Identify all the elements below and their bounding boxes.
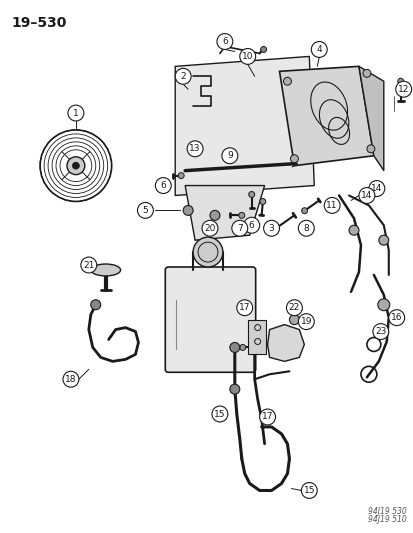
Circle shape <box>362 69 370 77</box>
Polygon shape <box>175 56 313 196</box>
Text: 21: 21 <box>83 261 94 270</box>
Circle shape <box>221 148 237 164</box>
Text: 6: 6 <box>221 37 227 46</box>
Circle shape <box>229 384 239 394</box>
Circle shape <box>366 145 374 153</box>
Circle shape <box>348 225 358 235</box>
Text: 5: 5 <box>142 206 148 215</box>
Circle shape <box>286 300 301 316</box>
Circle shape <box>238 212 244 219</box>
Circle shape <box>248 191 254 197</box>
Circle shape <box>301 208 307 214</box>
Text: 12: 12 <box>397 85 408 94</box>
Circle shape <box>68 105 83 121</box>
Circle shape <box>63 372 78 387</box>
Circle shape <box>216 34 232 50</box>
Text: 11: 11 <box>325 201 337 210</box>
Ellipse shape <box>90 264 120 276</box>
Polygon shape <box>279 66 373 166</box>
Circle shape <box>192 237 222 267</box>
Circle shape <box>243 217 259 233</box>
Circle shape <box>289 314 299 325</box>
Circle shape <box>239 344 245 350</box>
Circle shape <box>209 211 219 220</box>
Text: 20: 20 <box>204 224 215 233</box>
Circle shape <box>72 162 79 169</box>
Circle shape <box>239 49 255 64</box>
Text: 13: 13 <box>189 144 200 154</box>
Text: 14: 14 <box>361 191 372 200</box>
Circle shape <box>298 220 313 236</box>
Circle shape <box>395 81 411 97</box>
Circle shape <box>358 188 374 204</box>
Circle shape <box>90 300 100 310</box>
Text: 6: 6 <box>160 181 166 190</box>
Text: 17: 17 <box>261 413 273 422</box>
Circle shape <box>155 177 171 193</box>
Circle shape <box>211 406 227 422</box>
Circle shape <box>259 198 265 205</box>
Polygon shape <box>267 325 304 361</box>
Bar <box>247 320 265 354</box>
Circle shape <box>81 257 97 273</box>
Polygon shape <box>358 66 383 171</box>
Text: 19: 19 <box>300 317 311 326</box>
Circle shape <box>67 157 85 175</box>
Text: 94J19 530: 94J19 530 <box>367 507 406 516</box>
Circle shape <box>273 225 279 231</box>
Circle shape <box>260 46 266 52</box>
Circle shape <box>137 203 153 219</box>
Text: 94J19 510: 94J19 510 <box>367 515 406 524</box>
Circle shape <box>187 141 202 157</box>
Text: 18: 18 <box>65 375 76 384</box>
Text: 4: 4 <box>316 45 321 54</box>
Text: 22: 22 <box>288 303 299 312</box>
Circle shape <box>290 155 298 163</box>
Circle shape <box>298 314 313 329</box>
Text: 6: 6 <box>248 221 254 230</box>
Circle shape <box>183 205 192 215</box>
Circle shape <box>283 77 291 85</box>
Circle shape <box>178 173 184 179</box>
Text: 2: 2 <box>180 72 185 81</box>
Text: 16: 16 <box>390 313 401 322</box>
Text: 15: 15 <box>303 486 314 495</box>
Text: 8: 8 <box>303 224 309 233</box>
Text: 19–530: 19–530 <box>11 15 66 30</box>
Circle shape <box>378 235 388 245</box>
Text: 23: 23 <box>374 327 386 336</box>
Text: 10: 10 <box>241 52 253 61</box>
Circle shape <box>323 197 339 213</box>
Circle shape <box>377 299 389 311</box>
Circle shape <box>236 300 252 316</box>
Text: 9: 9 <box>226 151 232 160</box>
Circle shape <box>368 181 384 197</box>
FancyBboxPatch shape <box>165 267 255 372</box>
Circle shape <box>301 482 316 498</box>
Circle shape <box>388 310 404 326</box>
Text: 1: 1 <box>73 109 78 118</box>
Text: 7: 7 <box>236 224 242 233</box>
Polygon shape <box>185 185 264 240</box>
Text: 17: 17 <box>238 303 250 312</box>
Circle shape <box>229 343 239 352</box>
Text: 15: 15 <box>214 409 225 418</box>
Circle shape <box>175 68 191 84</box>
Circle shape <box>372 324 388 340</box>
Circle shape <box>263 220 279 236</box>
Circle shape <box>397 78 403 84</box>
Circle shape <box>231 220 247 236</box>
Circle shape <box>311 42 326 58</box>
Circle shape <box>202 220 217 236</box>
Text: 14: 14 <box>370 184 382 193</box>
Circle shape <box>259 409 275 425</box>
Text: 3: 3 <box>268 224 274 233</box>
